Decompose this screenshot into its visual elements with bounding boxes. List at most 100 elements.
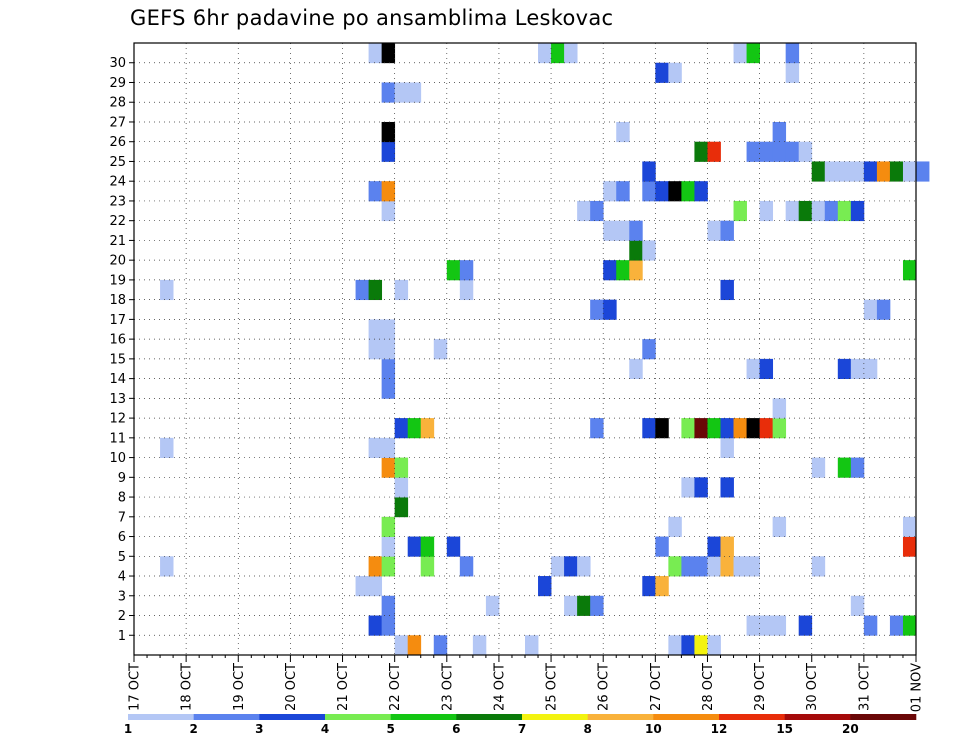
heatmap-cell: [381, 82, 396, 103]
heatmap-cell: [655, 536, 669, 557]
heatmap-cell: [551, 556, 565, 577]
heatmap-cell: [772, 418, 787, 439]
x-tick-label: 21 OCT: [336, 663, 351, 711]
colorbar-label: 3: [255, 722, 263, 736]
heatmap-cell: [564, 556, 578, 577]
heatmap-cell: [616, 181, 630, 202]
y-tick-label: 12: [109, 412, 126, 427]
heatmap-cell: [902, 516, 917, 537]
y-tick-label: 2: [118, 609, 126, 624]
y-tick-label: 28: [109, 96, 126, 111]
heatmap-cell: [902, 615, 917, 636]
heatmap-cell: [707, 536, 721, 557]
heatmap-cell: [681, 477, 695, 498]
x-tick-label: 26 OCT: [597, 663, 612, 711]
y-tick-label: 17: [109, 313, 126, 328]
heatmap-cell: [577, 200, 591, 222]
x-tick-label: 29 OCT: [753, 663, 768, 711]
y-tick-label: 18: [109, 293, 126, 308]
heatmap-cell: [902, 536, 917, 557]
heatmap-cell: [772, 141, 787, 162]
heatmap-cell: [407, 418, 422, 439]
heatmap-cell: [394, 82, 409, 103]
colorbar-label: 5: [386, 722, 394, 736]
colorbar-legend: 1 2 3 4 5 6 7 8 10 12 15 20: [124, 714, 917, 736]
heatmap-cell: [381, 378, 396, 399]
heatmap-cell: [759, 141, 774, 162]
heatmap-cell: [707, 635, 721, 656]
heatmap-cell: [642, 418, 656, 439]
heatmap-cell: [694, 181, 708, 202]
x-tick-label: 23 OCT: [440, 663, 455, 711]
heatmap-cell: [902, 260, 917, 281]
heatmap-cell: [368, 43, 383, 64]
heatmap-cell: [381, 457, 396, 478]
heatmap-cell: [720, 556, 734, 577]
y-tick-label: 26: [109, 135, 126, 150]
heatmap-cell: [381, 595, 396, 616]
heatmap-cell: [668, 62, 682, 83]
y-tick-label: 9: [118, 471, 126, 486]
heatmap-cell: [811, 161, 826, 182]
heatmap-cell: [629, 240, 643, 261]
heatmap-cell: [707, 418, 721, 439]
heatmap-cell: [681, 635, 695, 656]
heatmap-cell: [394, 497, 409, 518]
heatmap-cell: [785, 62, 800, 83]
heatmap-cell: [407, 635, 422, 656]
plot-frame: [133, 42, 917, 656]
heatmap-cell: [694, 635, 708, 656]
heatmap-cell: [694, 418, 708, 439]
heatmap-cell: [368, 556, 383, 577]
x-tick-label: 17 OCT: [128, 663, 143, 711]
heatmap-cell: [394, 457, 409, 478]
heatmap-cell: [525, 635, 539, 656]
heatmap-cell: [603, 299, 617, 320]
heatmap-cell: [759, 200, 774, 222]
heatmap-cell: [446, 536, 461, 557]
heatmap-cell: [668, 556, 682, 577]
heatmap-cell: [707, 220, 721, 241]
x-tick-label: 27 OCT: [649, 663, 664, 711]
y-tick-label: 16: [109, 333, 126, 348]
heatmap-cell: [759, 615, 774, 636]
y-tick-label: 20: [109, 254, 126, 269]
heatmap-cell: [381, 516, 396, 537]
heatmap-cell: [381, 181, 396, 202]
heatmap-cell: [850, 457, 865, 478]
y-tick-label: 27: [109, 115, 126, 130]
heatmap-cell: [381, 200, 396, 222]
heatmap-cell: [850, 161, 865, 182]
heatmap-cell: [564, 43, 578, 64]
y-tick-label: 7: [118, 510, 126, 525]
heatmap-cell: [759, 418, 774, 439]
y-tick-label: 22: [109, 214, 126, 229]
heatmap-cell: [733, 418, 747, 439]
heatmap-cell: [772, 615, 787, 636]
heatmap-cell: [381, 339, 396, 360]
heatmap-cell: [720, 477, 734, 498]
heatmap-cell: [863, 299, 878, 320]
colorbar-swatch: [325, 714, 391, 720]
heatmap-cell: [368, 437, 383, 458]
x-tick-label: 01 NOV: [910, 663, 925, 712]
colorbar-swatch: [522, 714, 588, 720]
heatmap-cell: [394, 477, 409, 498]
heatmap-cell: [629, 358, 643, 380]
x-tick-label: 25 OCT: [545, 663, 560, 711]
heatmap-cell: [538, 576, 552, 597]
colorbar-swatch: [587, 714, 654, 720]
heatmap-cell: [811, 200, 826, 222]
heatmap-cell: [642, 181, 656, 202]
colorbar-swatch: [456, 714, 523, 720]
heatmap-cell: [772, 121, 787, 143]
colorbar-label: 1: [124, 722, 132, 736]
heatmap-cell: [381, 319, 396, 340]
x-tick-label: 24 OCT: [492, 663, 507, 711]
heatmap-cell: [785, 43, 800, 64]
heatmap-cell: [446, 260, 461, 281]
heatmap-cell: [642, 240, 656, 261]
heatmap-cell: [746, 556, 760, 577]
heatmap-cell: [642, 339, 656, 360]
heatmap-cell: [368, 279, 383, 301]
